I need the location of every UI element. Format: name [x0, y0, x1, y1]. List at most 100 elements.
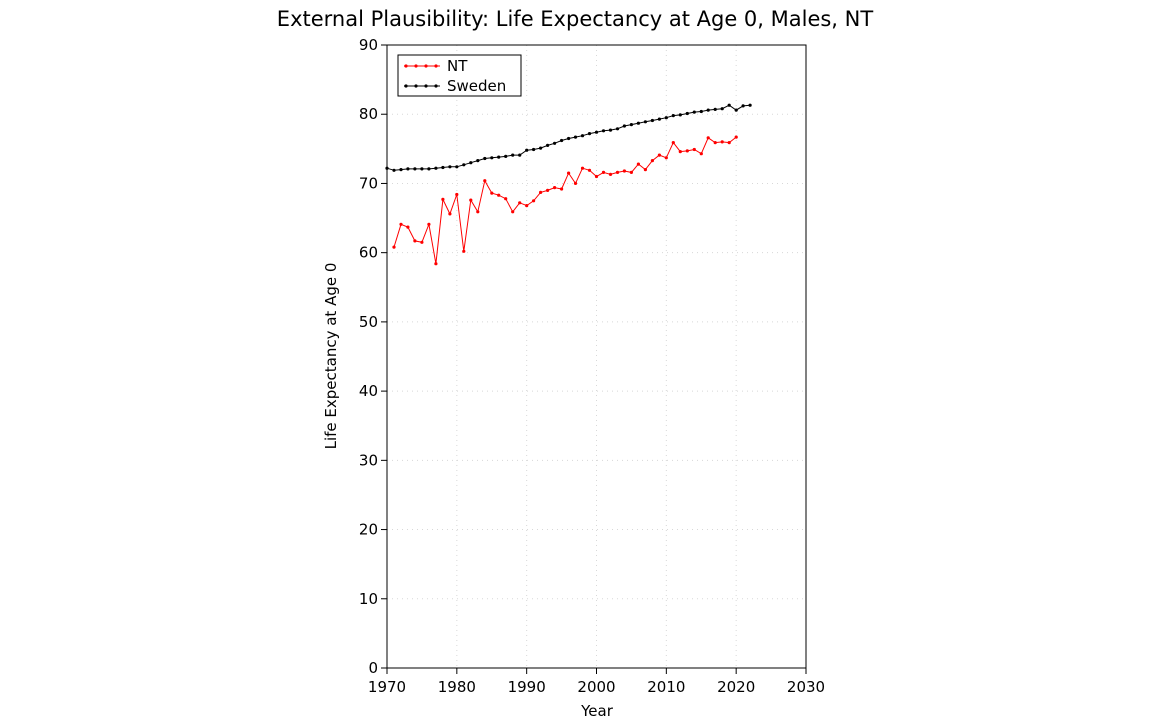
y-axis-label: Life Expectancy at Age 0	[322, 263, 340, 450]
data-point-sweden	[539, 146, 543, 150]
data-point-nt	[441, 197, 445, 201]
data-point-nt	[727, 141, 731, 145]
data-point-sweden	[476, 159, 480, 163]
data-point-nt	[713, 141, 717, 145]
data-point-nt	[720, 140, 724, 144]
data-point-sweden	[553, 141, 557, 145]
data-point-sweden	[525, 148, 529, 152]
legend-item-nt: NT	[404, 57, 468, 75]
data-point-sweden	[441, 165, 445, 170]
data-point-sweden	[518, 153, 522, 157]
data-point-sweden	[434, 166, 438, 170]
data-point-nt	[406, 225, 410, 229]
data-point-nt	[608, 172, 613, 176]
data-point-sweden	[567, 136, 571, 141]
legend-swatch-marker	[404, 64, 408, 68]
series-sweden	[385, 103, 752, 172]
y-tick-label: 10	[359, 590, 378, 608]
chart-title: External Plausibility: Life Expectancy a…	[277, 7, 874, 31]
data-point-sweden	[622, 124, 627, 128]
data-point-sweden	[643, 120, 648, 124]
y-tick-label: 60	[359, 244, 378, 262]
data-point-nt	[573, 181, 578, 185]
data-point-sweden	[392, 168, 396, 172]
data-point-sweden	[734, 108, 738, 112]
grid-lines	[387, 45, 806, 668]
x-axis-label: Year	[580, 702, 614, 720]
y-tick-label: 40	[359, 382, 378, 400]
data-point-nt	[399, 222, 403, 226]
data-point-sweden	[706, 108, 710, 112]
data-point-sweden	[497, 155, 501, 159]
data-point-nt	[553, 186, 557, 190]
data-point-sweden	[511, 153, 515, 157]
data-point-sweden	[455, 165, 459, 169]
legend-swatch-marker	[414, 84, 418, 88]
data-point-sweden	[629, 123, 634, 127]
legend-swatch-marker	[424, 64, 428, 68]
data-point-sweden	[483, 156, 487, 161]
data-point-sweden	[650, 118, 655, 123]
y-tick-label: 70	[359, 174, 378, 192]
x-tick-label: 2030	[787, 678, 825, 696]
data-point-sweden	[741, 104, 745, 108]
data-point-nt	[462, 249, 466, 253]
x-tick-label: 1980	[438, 678, 476, 696]
data-point-nt	[546, 188, 550, 192]
data-point-sweden	[385, 166, 389, 170]
data-point-sweden	[490, 156, 494, 160]
data-point-nt	[497, 193, 501, 197]
data-point-nt	[476, 210, 480, 214]
data-point-nt	[455, 192, 459, 197]
data-point-sweden	[448, 165, 452, 169]
data-point-nt	[539, 190, 543, 194]
data-point-sweden	[594, 130, 599, 134]
series-layer	[385, 103, 752, 266]
legend-box	[397, 54, 522, 97]
data-point-nt	[685, 149, 689, 153]
data-point-sweden	[587, 132, 592, 136]
x-tick-label: 1970	[368, 678, 406, 696]
legend-swatch-marker	[404, 84, 408, 88]
data-point-sweden	[399, 168, 403, 172]
data-point-nt	[692, 147, 696, 152]
x-tick-label: 1990	[508, 678, 546, 696]
legend: NT Sweden	[397, 54, 522, 97]
data-point-sweden	[427, 167, 431, 171]
y-tick-label: 0	[368, 659, 378, 677]
data-point-sweden	[657, 117, 662, 121]
data-point-nt	[525, 204, 529, 208]
data-point-sweden	[636, 121, 641, 125]
data-point-nt	[518, 201, 522, 205]
legend-swatch-marker	[434, 84, 438, 88]
y-tick-label: 50	[359, 313, 378, 331]
data-point-nt	[587, 168, 592, 172]
data-point-sweden	[615, 127, 620, 131]
data-point-nt	[643, 168, 648, 172]
data-point-sweden	[462, 163, 466, 167]
data-point-nt	[622, 169, 627, 173]
legend-item-sweden: Sweden	[404, 77, 506, 95]
x-tick-label: 2000	[577, 678, 615, 696]
data-point-nt	[560, 187, 564, 191]
legend-label: Sweden	[447, 77, 506, 95]
data-point-sweden	[713, 107, 717, 111]
data-point-nt	[469, 198, 473, 202]
y-tick-label: 80	[359, 105, 378, 123]
series-nt	[392, 135, 738, 266]
data-point-sweden	[413, 167, 417, 171]
data-point-nt	[392, 245, 396, 249]
data-point-sweden	[678, 113, 682, 117]
legend-swatch-marker	[414, 64, 418, 68]
y-tick-label: 30	[359, 451, 378, 469]
data-point-nt	[629, 170, 634, 174]
data-point-sweden	[406, 167, 410, 171]
data-point-sweden	[580, 134, 585, 138]
data-point-sweden	[601, 129, 606, 133]
data-point-sweden	[720, 107, 724, 111]
data-point-sweden	[699, 109, 703, 114]
data-point-nt	[483, 179, 487, 183]
data-point-sweden	[532, 147, 536, 152]
data-point-nt	[504, 197, 508, 201]
data-point-nt	[636, 162, 641, 166]
